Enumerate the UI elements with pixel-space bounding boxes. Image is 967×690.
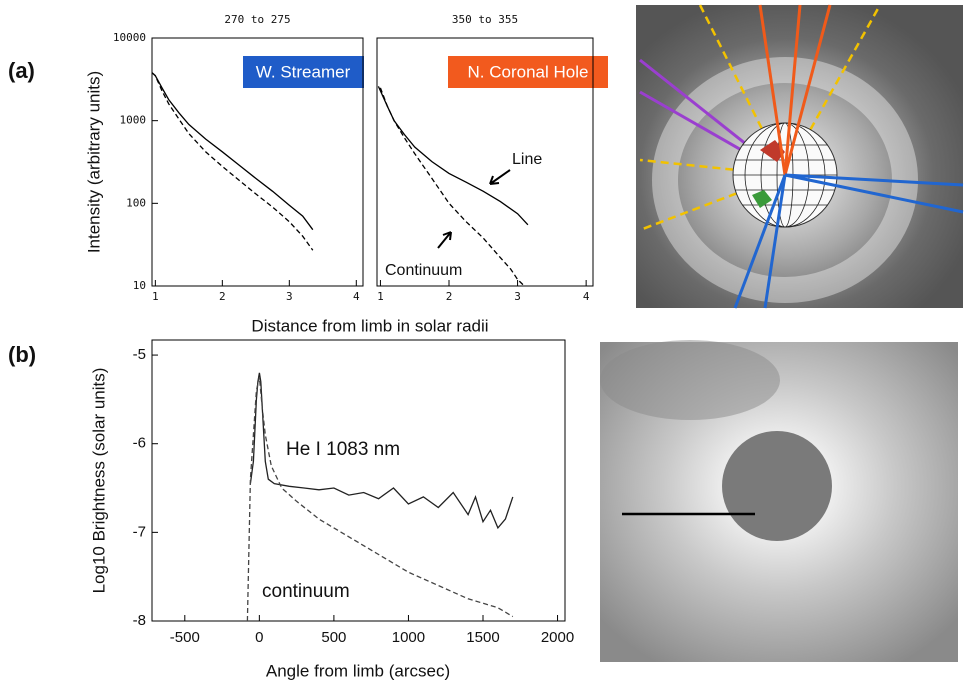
x-axis-label: Distance from limb in solar radii	[251, 316, 488, 335]
coronagraph-image	[600, 340, 958, 662]
y-tick-label: 1000	[120, 114, 147, 127]
x-tick-label: 0	[255, 629, 263, 646]
annotation: continuum	[262, 581, 350, 602]
y-axis-label: Intensity (arbitrary units)	[84, 71, 103, 253]
y-tick-label: -7	[133, 523, 146, 540]
y-tick-label: 10000	[113, 31, 146, 44]
x-tick-label: 3	[286, 290, 293, 303]
x-tick-label: 2	[446, 290, 453, 303]
plot-frame	[152, 340, 565, 621]
annotation: W. Streamer	[256, 62, 351, 81]
data-line	[380, 88, 524, 286]
y-tick-label: -6	[133, 435, 146, 452]
data-line	[378, 86, 528, 224]
annotation: Continuum	[385, 262, 462, 279]
chart-title: 270 to 275	[224, 13, 290, 26]
y-tick-label: 100	[126, 196, 146, 209]
x-tick-label: 4	[583, 290, 590, 303]
x-tick-label: 3	[514, 290, 521, 303]
x-tick-label: 1	[152, 290, 159, 303]
panel-label: (a)	[8, 58, 35, 83]
data-line	[152, 73, 313, 251]
x-tick-label: -500	[170, 629, 200, 646]
x-tick-label: 2	[219, 290, 226, 303]
panel-label: (b)	[8, 342, 36, 367]
y-tick-label: 10	[133, 279, 146, 292]
annotation: Line	[512, 151, 542, 168]
arrow	[490, 170, 510, 184]
y-tick-label: -8	[133, 612, 146, 629]
data-line	[152, 73, 313, 230]
x-tick-label: 4	[353, 290, 360, 303]
annotation: He I 1083 nm	[286, 439, 400, 460]
figure: (a) (b) W. Streamer N.	[0, 0, 967, 690]
x-tick-label: 1500	[466, 629, 499, 646]
x-tick-label: 1	[377, 290, 384, 303]
y-axis-label: Log10 Brightness (solar units)	[89, 368, 108, 594]
annotation: N. Coronal Hole	[468, 62, 589, 81]
arrow	[438, 232, 451, 248]
x-axis-label: Angle from limb (arcsec)	[266, 661, 450, 680]
corona-image	[636, 5, 963, 308]
chart-title: 350 to 355	[452, 13, 518, 26]
y-tick-label: -5	[133, 346, 146, 363]
x-tick-label: 500	[321, 629, 346, 646]
x-tick-label: 1000	[392, 629, 425, 646]
page: {"panels": ["(a)", "(b)"], "chart_data":…	[0, 0, 967, 690]
x-tick-label: 2000	[541, 629, 574, 646]
